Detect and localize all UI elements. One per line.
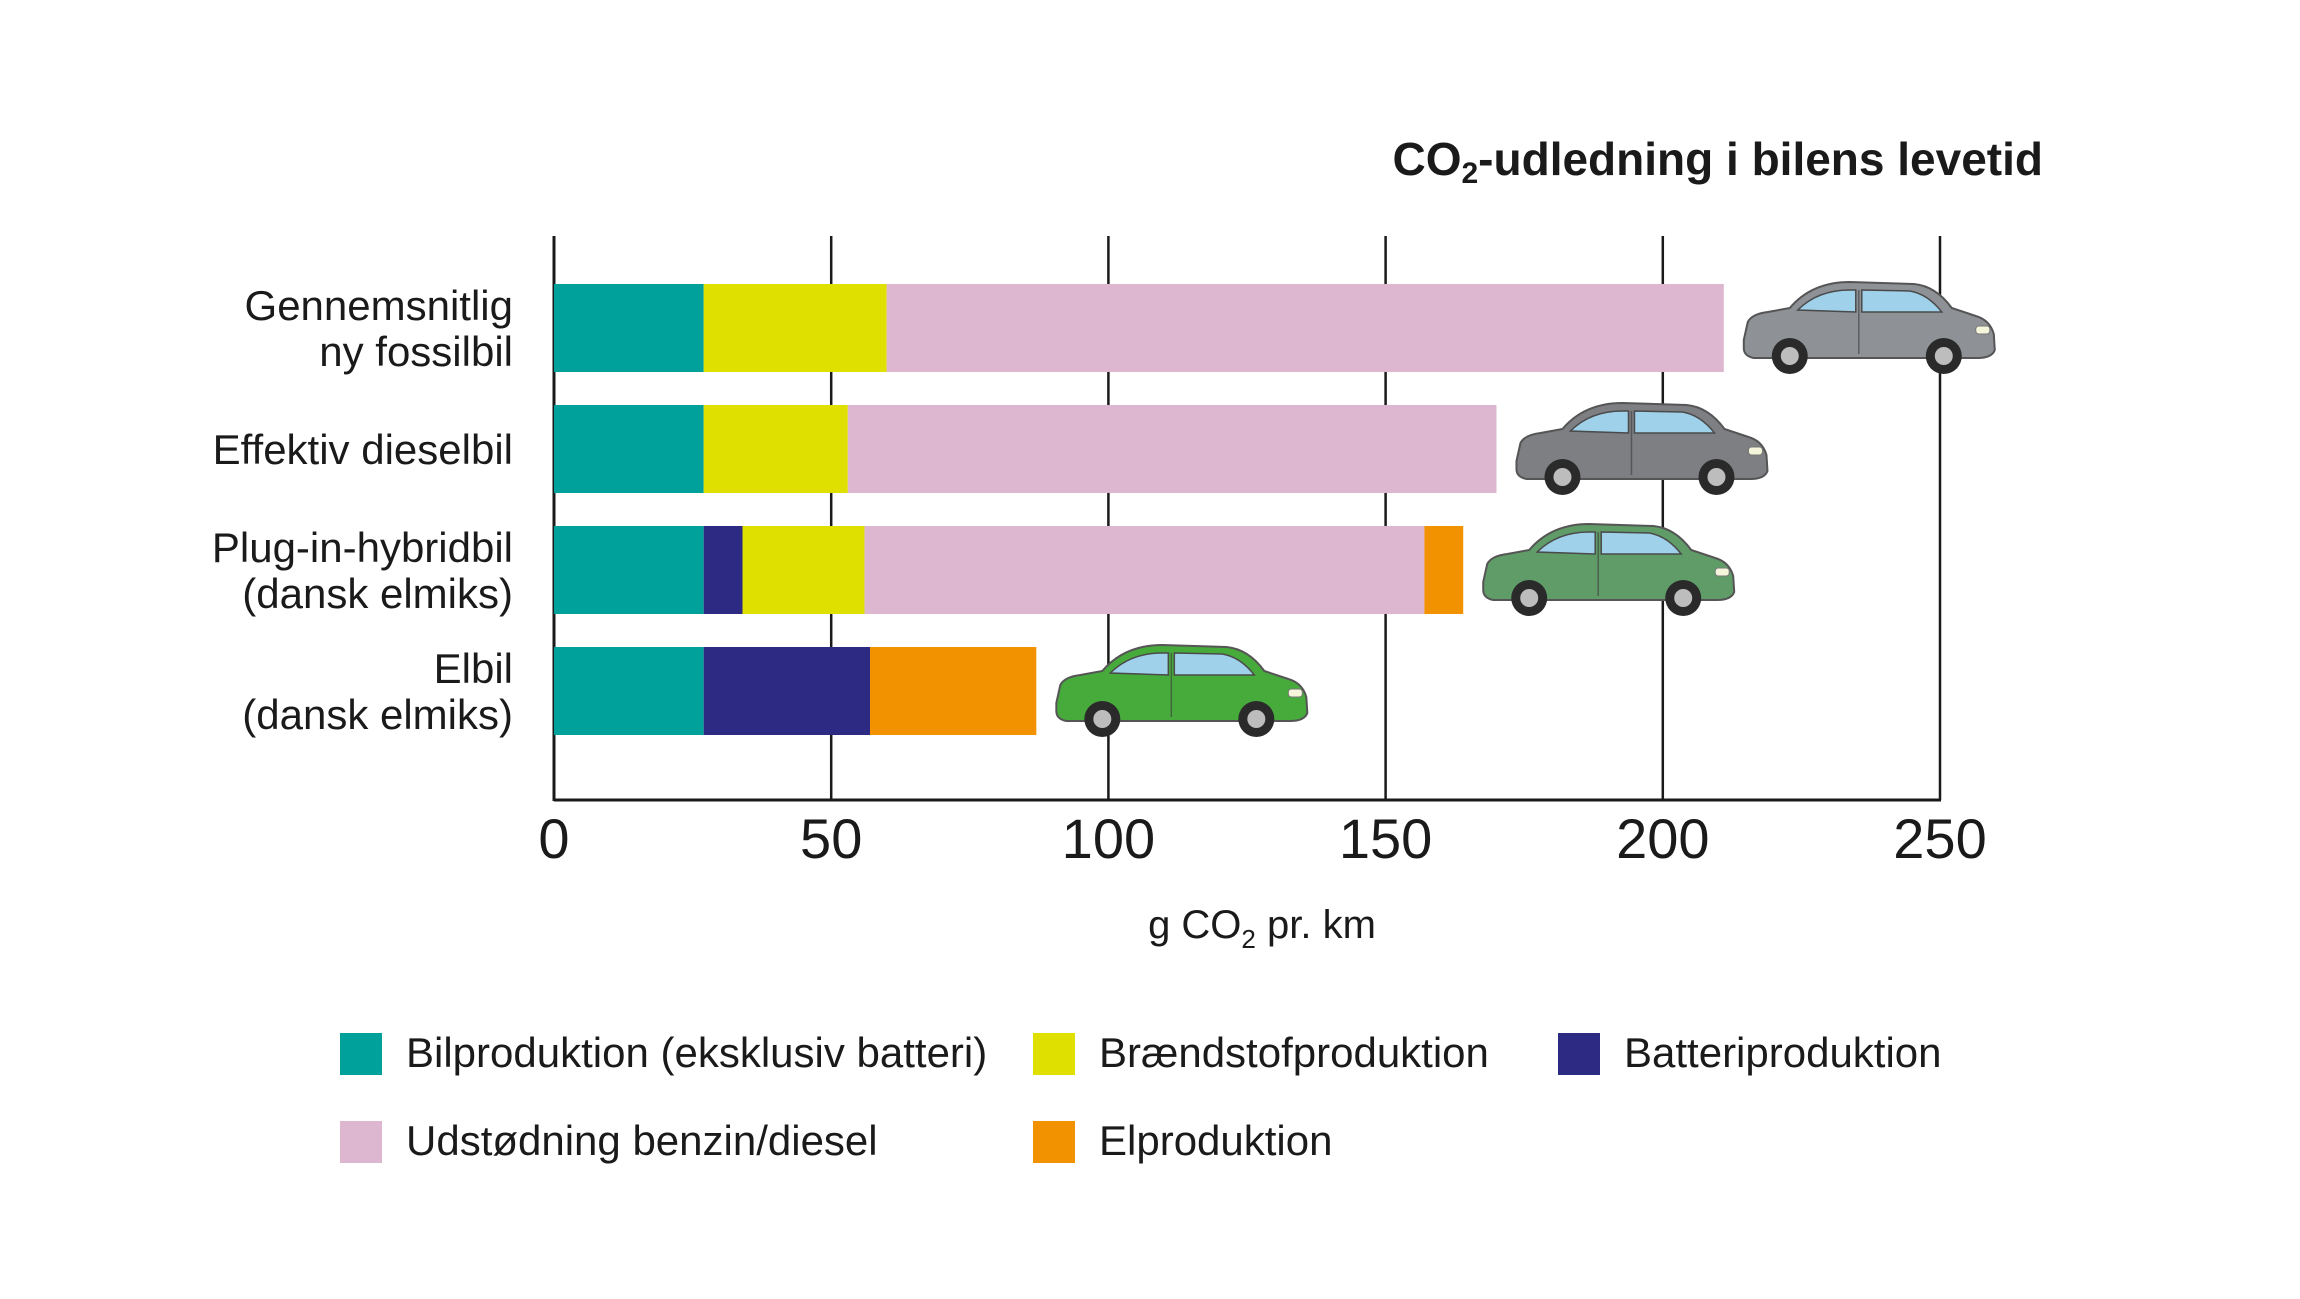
car-window — [1535, 531, 1596, 555]
category-label-line: ny fossilbil — [319, 328, 513, 375]
x-axis-label: g CO2 pr. km — [1148, 903, 1376, 954]
car-window — [1633, 410, 1717, 434]
x-axis-label-main: g CO — [1148, 903, 1241, 947]
x-axis-label-subscript: 2 — [1241, 924, 1255, 954]
car-hubcap — [1674, 589, 1693, 607]
x-tick-label: 100 — [1062, 807, 1155, 870]
bar-segment — [742, 526, 865, 614]
x-tick-label: 150 — [1339, 807, 1432, 870]
chart-title-rest: -udledning i bilens levetid — [1478, 133, 2043, 185]
legend-label: Batteriproduktion — [1624, 1029, 1942, 1076]
legend-swatch — [1033, 1033, 1075, 1075]
car-hubcap — [1093, 710, 1112, 728]
car-headlight — [1287, 688, 1303, 698]
chart-title-co: CO — [1392, 133, 1461, 185]
category-label: Elbil (dansk elmiks) — [242, 645, 513, 738]
x-tick-label: 250 — [1893, 807, 1986, 870]
car-hubcap — [1934, 347, 1953, 365]
chart-title-subscript: 2 — [1461, 157, 1478, 190]
bar-segment — [1424, 526, 1464, 614]
bar-segment — [554, 526, 704, 614]
bar-segment — [886, 284, 1724, 372]
category-label-line: Gennemsnitlig — [245, 282, 513, 329]
legend-label: Brændstofproduktion — [1099, 1029, 1489, 1076]
bar-segment — [703, 405, 848, 493]
category-label-line: (dansk elmiks) — [242, 691, 513, 738]
car-icon — [1055, 643, 1309, 737]
category-label-line: Effektiv dieselbil — [213, 426, 513, 473]
bar-segment — [870, 647, 1037, 735]
car-headlight — [1714, 567, 1730, 577]
car-hubcap — [1553, 468, 1572, 486]
car-icon — [1742, 280, 1996, 374]
car-hubcap — [1247, 710, 1266, 728]
car-icon — [1515, 401, 1769, 495]
legend-label: Elproduktion — [1099, 1117, 1332, 1164]
legend-label: Udstødning benzin/diesel — [406, 1117, 878, 1164]
bar-segment — [847, 405, 1497, 493]
bar-segment — [703, 647, 871, 735]
car-hubcap — [1780, 347, 1799, 365]
bar-segment — [554, 284, 704, 372]
legend-label: Bilproduktion (eksklusiv batteri) — [406, 1029, 987, 1076]
car-window — [1173, 652, 1256, 676]
category-label-line: Plug-in-hybridbil — [212, 524, 513, 571]
car-headlight — [1747, 446, 1763, 456]
legend-swatch — [340, 1121, 382, 1163]
category-label: Plug-in-hybridbil (dansk elmiks) — [212, 524, 513, 617]
car-headlight — [1975, 325, 1991, 335]
legend-swatch — [1558, 1033, 1600, 1075]
legend-swatch — [1033, 1121, 1075, 1163]
bar-segment — [864, 526, 1425, 614]
car-hubcap — [1520, 589, 1539, 607]
x-tick-label: 50 — [800, 807, 862, 870]
category-label: Gennemsnitlig ny fossilbil — [245, 282, 513, 375]
car-window — [1108, 652, 1170, 676]
legend-swatch — [340, 1033, 382, 1075]
car-window — [1861, 289, 1944, 313]
car-window — [1600, 531, 1683, 555]
category-label-line: (dansk elmiks) — [242, 570, 513, 617]
car-window — [1568, 410, 1630, 434]
car-window — [1796, 289, 1857, 313]
bar-segment — [703, 526, 743, 614]
category-label: Effektiv dieselbil — [213, 426, 513, 473]
bar-segment — [554, 647, 704, 735]
car-icon — [1482, 522, 1736, 616]
bar-segment — [703, 284, 887, 372]
x-tick-label: 200 — [1616, 807, 1709, 870]
chart-title: CO2-udledning i bilens levetid — [1392, 133, 2043, 190]
x-axis-label-rest: pr. km — [1256, 903, 1376, 947]
car-hubcap — [1707, 468, 1726, 486]
category-label-line: Elbil — [434, 645, 513, 692]
bar-segment — [554, 405, 704, 493]
x-tick-label: 0 — [538, 807, 569, 870]
